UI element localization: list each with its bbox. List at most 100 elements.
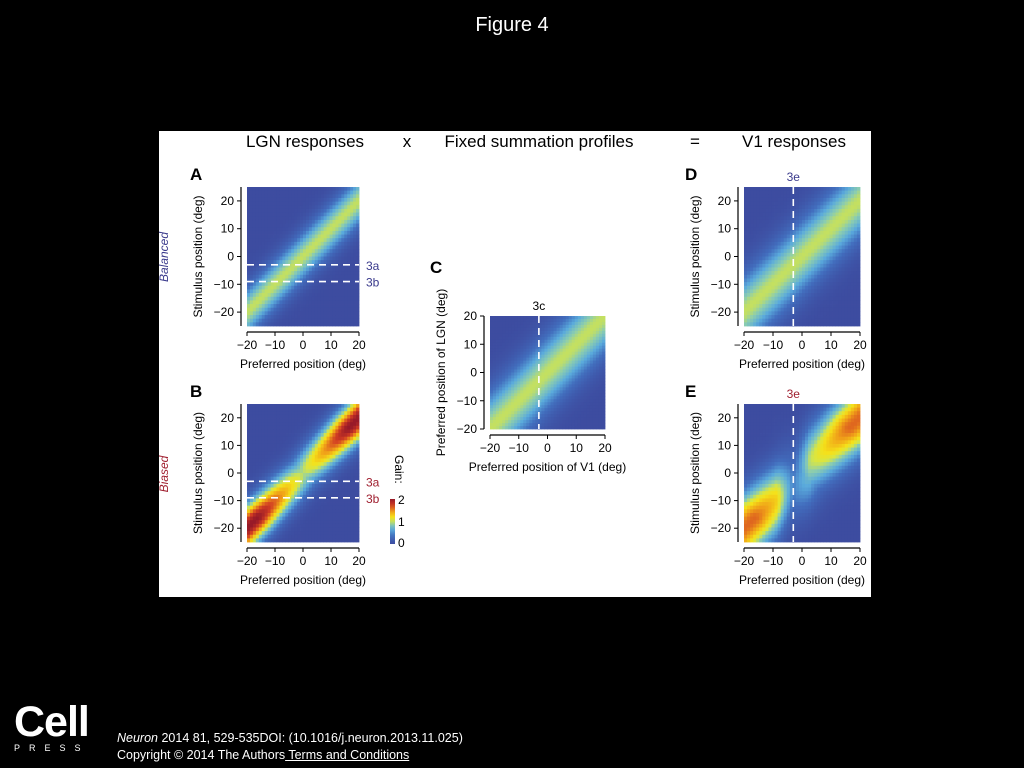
heatmap-cell: [350, 260, 354, 265]
heatmap-cell: [338, 458, 342, 463]
heatmap-cell: [249, 205, 254, 210]
heatmap-cell: [350, 252, 354, 257]
heatmap-cell: [252, 407, 257, 412]
heatmap-cell: [326, 322, 330, 327]
heatmap-cell: [329, 187, 333, 192]
heatmap-cell: [264, 502, 269, 507]
heatmap-cell: [538, 387, 542, 391]
heatmap-cell: [247, 230, 251, 235]
heatmap-cell: [303, 274, 307, 279]
heatmap-cell: [544, 423, 548, 427]
heatmap-cell: [326, 285, 330, 290]
heatmap-cell: [311, 516, 316, 521]
heatmap-cell: [505, 372, 509, 376]
heatmap-cell: [562, 387, 567, 391]
heatmap-cell: [520, 426, 524, 430]
heatmap-cell: [285, 436, 289, 441]
heatmap-cell: [279, 491, 283, 496]
heatmap-cell: [550, 321, 554, 326]
heatmap-cell: [759, 322, 763, 327]
heatmap-cell: [264, 252, 269, 257]
heatmap-cell: [297, 454, 301, 459]
heatmap-cell: [303, 194, 307, 199]
heatmap-cell: [514, 390, 518, 394]
heatmap-cell: [568, 327, 573, 332]
heatmap-cell: [517, 384, 521, 388]
heatmap-cell: [347, 534, 351, 539]
heatmap-cell: [544, 316, 548, 320]
heatmap-cell: [341, 433, 345, 438]
heatmap-cell: [252, 476, 257, 481]
heatmap-cell: [335, 451, 339, 456]
heatmap-cell: [270, 404, 274, 409]
heatmap-cell: [311, 523, 316, 528]
heatmap-cell: [320, 304, 325, 309]
heatmap-cell: [288, 487, 292, 492]
heatmap-cell: [305, 227, 310, 232]
heatmap-cell: [264, 527, 269, 532]
heatmap-cell: [294, 311, 298, 316]
header-v1-responses: V1 responses: [742, 132, 846, 151]
heatmap-cell: [490, 316, 494, 320]
heatmap-cell: [595, 351, 600, 356]
heatmap-cell: [273, 208, 277, 214]
heatmap-cell: [297, 322, 301, 327]
heatmap-cell: [294, 483, 298, 488]
heatmap-cell: [344, 407, 348, 412]
heatmap-cell: [303, 252, 307, 257]
heatmap-cell: [350, 208, 354, 214]
heatmap-cell: [592, 402, 597, 406]
heatmap-cell: [768, 274, 772, 279]
heatmap-cell: [526, 336, 530, 341]
heatmap-cell: [341, 527, 345, 532]
heatmap-cell: [270, 534, 274, 539]
heatmap-cell: [326, 520, 330, 525]
heatmap-cell: [329, 538, 333, 543]
heatmap-cell: [291, 451, 295, 456]
heatmap-cell: [753, 315, 757, 320]
heatmap-cell: [580, 411, 585, 415]
heatmap-cell: [326, 219, 330, 224]
heatmap-cell: [332, 227, 336, 232]
heatmap-cell: [326, 494, 330, 499]
heatmap-cell: [526, 316, 530, 320]
heatmap-cell: [305, 208, 310, 214]
heatmap-cell: [252, 454, 257, 459]
heatmap-cell: [347, 318, 351, 323]
heatmap-cell: [583, 327, 588, 332]
heatmap-cell: [332, 274, 336, 279]
heatmap-cell: [350, 411, 354, 416]
heatmap-cell: [559, 324, 564, 329]
heatmap-cell: [311, 480, 316, 485]
heatmap-cell: [353, 201, 357, 206]
heatmap-cell: [258, 260, 263, 265]
heatmap-cell: [305, 440, 310, 445]
heatmap-cell: [305, 278, 310, 283]
heatmap-cell: [338, 311, 342, 316]
heatmap-cell: [541, 321, 545, 326]
heatmap-cell: [303, 322, 307, 327]
heatmap-cell: [595, 348, 600, 353]
heatmap-cell: [598, 342, 603, 347]
heatmap-cell: [496, 363, 500, 367]
heatmap-cell: [529, 399, 533, 403]
heatmap-cell: [765, 197, 769, 203]
heatmap-cell: [777, 296, 782, 301]
heatmap-cell: [589, 372, 594, 376]
heatmap-cell: [311, 440, 316, 445]
heatmap-cell: [273, 241, 277, 246]
heatmap-cell: [341, 509, 345, 514]
heatmap-cell: [326, 300, 330, 305]
heatmap-cell: [505, 354, 509, 359]
heatmap-cell: [261, 293, 266, 298]
heatmap-cell: [550, 381, 554, 385]
heatmap-cell: [529, 420, 533, 424]
heatmap-cell: [753, 197, 757, 203]
heatmap-cell: [595, 327, 600, 332]
heatmap-cell: [511, 366, 515, 370]
heatmap-cell: [288, 197, 292, 203]
heatmap-cell: [332, 300, 336, 305]
heatmap-cell: [344, 425, 348, 430]
heatmap-cell: [258, 433, 263, 438]
heatmap-cell: [264, 296, 269, 301]
